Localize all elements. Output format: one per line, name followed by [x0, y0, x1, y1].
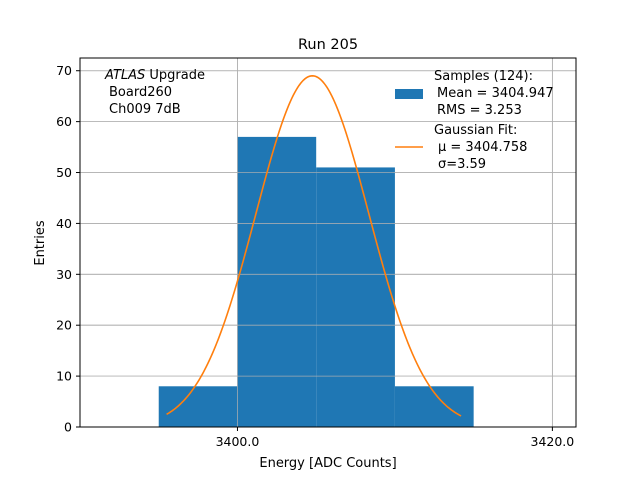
y-tick-label-4: 40: [56, 216, 72, 231]
y-tick-label-6: 60: [56, 114, 72, 129]
y-tick-label-7: 70: [56, 63, 72, 78]
x-axis-label: Energy [ADC Counts]: [259, 456, 396, 471]
x-tick-label-1: 3420.0: [531, 434, 575, 449]
y-axis-ticks: 0 10 20 30 40 50 60 70: [56, 63, 80, 435]
x-axis-ticks: 3400.0 3420.0: [216, 427, 575, 449]
annotation-board: Board260: [109, 85, 172, 100]
gaussian-fit-curve: [166, 75, 462, 417]
annotation-box: ATLAS Upgrade Board260 Ch009 7dB: [104, 68, 205, 117]
y-tick-label-5: 50: [56, 165, 72, 180]
histogram-bar-0: [158, 386, 238, 427]
histogram-bar-2: [316, 167, 395, 427]
annotation-experiment: ATLAS Upgrade: [104, 68, 205, 83]
legend-fit-label: Gaussian Fit:: [434, 123, 517, 138]
annotation-experiment-suffix: Upgrade: [145, 68, 205, 83]
legend-fit-sigma: σ=3.59: [438, 157, 486, 172]
legend-histogram-rms: RMS = 3.253: [437, 103, 522, 118]
legend-histogram-swatch: [395, 89, 423, 99]
annotation-experiment-name: ATLAS: [104, 68, 145, 83]
legend: Samples (124): Mean = 3404.947 RMS = 3.2…: [395, 69, 554, 172]
x-tick-label-0: 3400.0: [216, 434, 260, 449]
chart-title: Run 205: [298, 37, 358, 53]
y-tick-label-2: 20: [56, 318, 72, 333]
legend-histogram-mean: Mean = 3404.947: [437, 86, 554, 101]
plot-frame: [79, 57, 577, 428]
legend-fit-mu: μ = 3404.758: [438, 140, 527, 155]
y-tick-label-3: 30: [56, 267, 72, 282]
annotation-channel: Ch009 7dB: [109, 102, 181, 117]
legend-histogram-label: Samples (124):: [434, 69, 533, 84]
histogram-bars: [80, 58, 576, 428]
histogram-bar-1: [237, 136, 317, 427]
y-axis-label: Entries: [33, 220, 48, 266]
y-tick-label-1: 10: [56, 369, 72, 384]
y-tick-label-0: 0: [64, 420, 72, 435]
